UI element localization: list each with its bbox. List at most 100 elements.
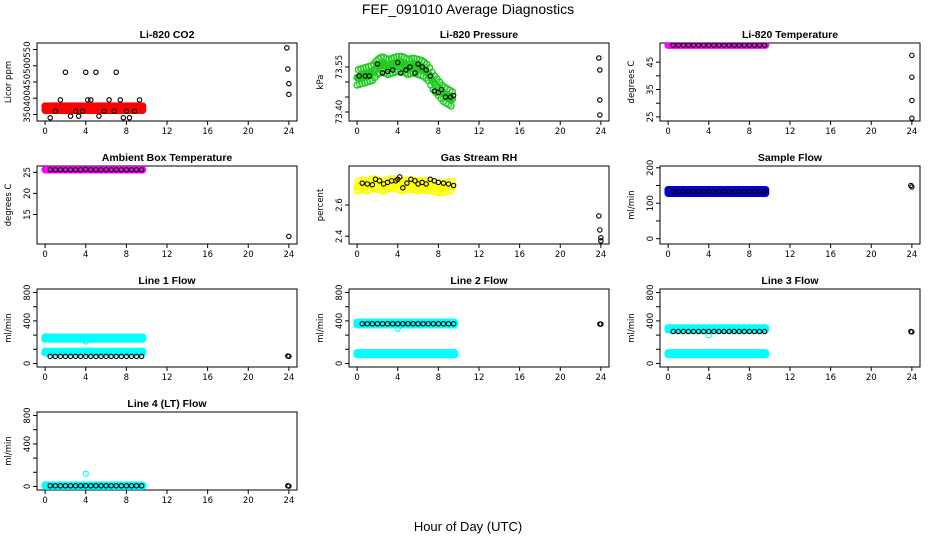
data-point	[597, 97, 603, 103]
band-point	[138, 334, 147, 342]
data-point	[721, 188, 727, 195]
data-point	[103, 353, 109, 360]
x-tick-label: 16	[202, 127, 213, 137]
panel-title: Ambient Box Temperature	[102, 152, 233, 164]
data-point	[93, 482, 99, 489]
panel-8: Line 3 Flow 0 4 8 12 16 20 24 0 400 800 ml/min	[627, 275, 921, 383]
data-point	[123, 108, 130, 115]
data-point	[670, 328, 676, 335]
data-point	[909, 329, 915, 335]
data-point	[364, 181, 371, 187]
data-point	[419, 64, 425, 70]
x-tick-label: 20	[555, 373, 566, 383]
data-point	[128, 482, 135, 489]
data-point	[113, 353, 119, 360]
data-point	[384, 320, 391, 327]
data-point	[101, 108, 107, 115]
data-point	[77, 353, 84, 360]
x-tick-label: 24	[906, 250, 917, 260]
data-point	[751, 328, 758, 335]
data-point	[430, 320, 437, 327]
data-point	[761, 43, 768, 48]
x-tick-label: 0	[665, 250, 670, 260]
data-point	[440, 180, 447, 186]
data-point	[111, 108, 117, 115]
y-tick-label: 400	[335, 313, 345, 329]
band-point	[447, 187, 455, 195]
data-point	[117, 97, 124, 103]
data-point	[716, 328, 722, 335]
data-point	[379, 320, 386, 327]
band-point	[138, 104, 147, 112]
data-point	[690, 188, 697, 195]
x-tick-label: 24	[283, 373, 294, 383]
panel-frame	[36, 411, 298, 491]
x-tick-label: 8	[124, 496, 129, 506]
data-point	[909, 52, 915, 59]
y-tick-label: 200	[646, 160, 656, 176]
data-point	[741, 328, 748, 335]
data-point	[62, 167, 69, 173]
data-point	[746, 328, 753, 335]
data-point	[721, 43, 727, 48]
data-point	[597, 67, 603, 73]
y-tick-label: 400	[23, 313, 33, 329]
panel-7: Line 2 Flow 0 4 8 12 16 20 24 0 400 800 ml/min	[316, 275, 610, 383]
data-point	[756, 43, 763, 48]
x-tick-label: 12	[162, 250, 173, 260]
data-point	[438, 86, 445, 93]
x-tick-label: 24	[283, 250, 294, 260]
y-tick-label: 0	[646, 236, 656, 241]
data-point	[909, 115, 915, 121]
data-point	[67, 353, 74, 360]
data-point	[711, 328, 717, 335]
x-tick-label: 4	[83, 373, 88, 383]
band-point	[447, 102, 455, 110]
data-point	[680, 43, 687, 48]
data-point	[133, 353, 140, 360]
band-point	[450, 350, 459, 358]
data-point	[440, 320, 447, 327]
panel-frame	[36, 165, 298, 245]
data-point	[407, 64, 413, 70]
data-point	[359, 320, 365, 327]
data-point	[106, 97, 112, 103]
data-point	[389, 67, 396, 73]
x-tick-label: 24	[906, 373, 917, 383]
x-tick-label: 16	[825, 373, 836, 383]
data-point	[706, 43, 712, 48]
y-axis-label: Licor ppm	[4, 61, 14, 103]
data-point	[909, 184, 915, 190]
data-point	[98, 353, 104, 360]
data-point	[286, 80, 292, 87]
y-axis-label: ml/min	[627, 313, 637, 343]
data-point	[423, 67, 429, 73]
data-point	[597, 227, 603, 233]
x-tick-label: 0	[354, 250, 359, 260]
data-point	[138, 482, 145, 489]
data-point	[450, 92, 457, 99]
data-point	[57, 167, 64, 173]
data-point	[113, 69, 119, 76]
data-point	[133, 482, 140, 489]
plot-area	[664, 43, 915, 121]
data-point	[96, 113, 102, 119]
data-point	[425, 320, 431, 327]
data-point	[103, 167, 109, 173]
data-point	[136, 97, 143, 103]
data-point	[138, 167, 145, 173]
panel-title: Gas Stream RH	[441, 152, 517, 164]
x-tick-label: 16	[514, 250, 525, 260]
x-tick-label: 16	[825, 127, 836, 137]
data-point	[751, 43, 758, 48]
y-tick-label: 500	[23, 58, 33, 74]
plot-area	[41, 333, 292, 360]
data-point	[72, 482, 79, 489]
data-point	[450, 320, 457, 327]
data-point	[379, 70, 386, 76]
data-point	[285, 66, 291, 72]
data-point	[741, 188, 748, 195]
data-point	[731, 43, 737, 48]
data-point	[736, 188, 742, 195]
